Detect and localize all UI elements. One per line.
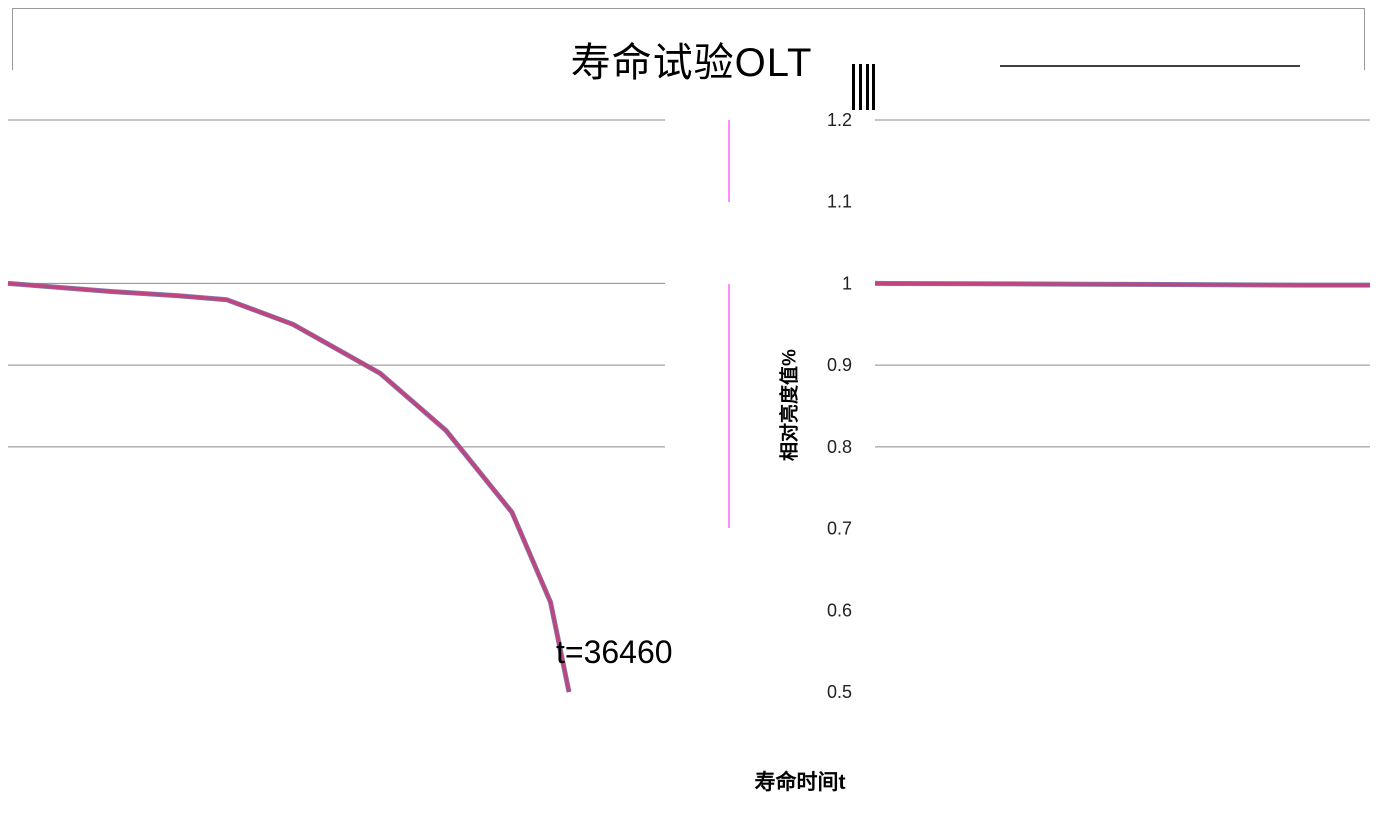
y-tick-label: 0.8 xyxy=(827,437,852,457)
left-series-shadow xyxy=(7,280,572,693)
y-tick-label: 0.5 xyxy=(827,682,852,702)
y-tick-label: 1.1 xyxy=(827,192,852,212)
right-series-line xyxy=(874,281,1370,287)
right-series-group xyxy=(874,280,1370,288)
y-tick-label: 0.9 xyxy=(827,355,852,375)
chart-title: 寿命试验OLT xyxy=(570,41,813,85)
lifetime-annotation: t=36460 xyxy=(556,634,673,670)
legend-fragment xyxy=(852,64,875,110)
y-tick-label: 0.6 xyxy=(827,600,852,620)
x-axis-label: 寿命时间t xyxy=(754,771,846,794)
y-axis-label: 相对亮度值% xyxy=(779,349,801,461)
left-series-group xyxy=(7,280,572,693)
y-tick-label: 1.2 xyxy=(827,110,852,130)
y-tick-label: 1 xyxy=(842,273,852,293)
left-series-line xyxy=(7,281,571,693)
chart-frame xyxy=(12,8,1365,70)
y-tick-label: 0.7 xyxy=(827,519,852,539)
right-y-tick-labels: 1.2 1.1 1 0.9 0.8 0.7 0.6 0.5 xyxy=(827,110,852,702)
left-gridlines xyxy=(8,119,665,448)
